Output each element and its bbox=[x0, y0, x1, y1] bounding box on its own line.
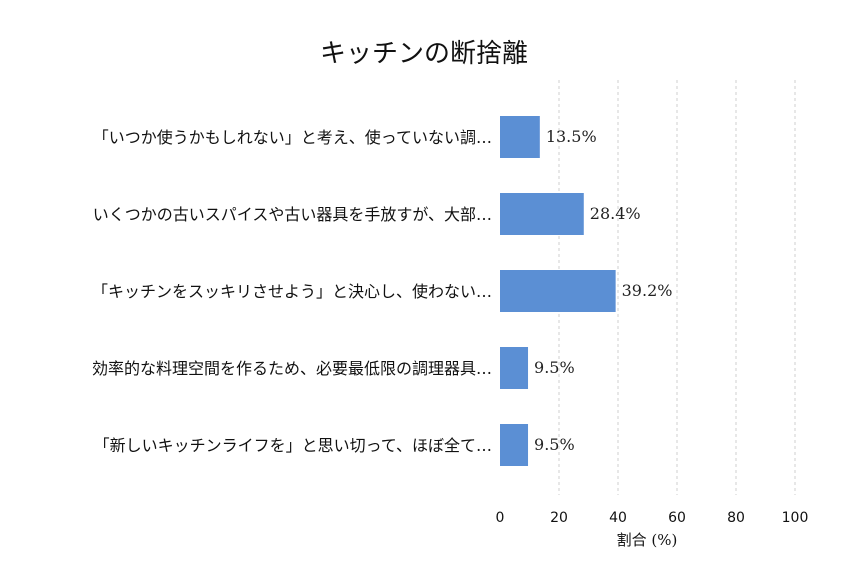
x-axis-title: 割合 (%) bbox=[617, 531, 678, 549]
bar-value-label: 28.4% bbox=[590, 204, 641, 223]
bar-value-label: 39.2% bbox=[622, 281, 673, 300]
category-label: 「新しいキッチンライフを」と思い切って、ほぼ全て… bbox=[94, 436, 492, 455]
x-tick-label: 40 bbox=[609, 510, 627, 526]
bar bbox=[500, 347, 529, 389]
bar-value-label: 9.5% bbox=[534, 358, 575, 377]
bar bbox=[500, 116, 540, 158]
x-tick-label: 80 bbox=[727, 510, 745, 526]
bar bbox=[500, 193, 584, 235]
x-tick-label: 0 bbox=[496, 510, 505, 526]
x-axis-ticks: 0 20 40 60 80 100 bbox=[496, 510, 809, 526]
x-tick-label: 20 bbox=[550, 510, 568, 526]
chart-title: キッチンの断捨離 bbox=[320, 39, 528, 69]
bar-value-label: 13.5% bbox=[546, 127, 597, 146]
x-tick-label: 100 bbox=[782, 510, 809, 526]
bars: 13.5% 28.4% 39.2% 9.5% 9.5% bbox=[500, 116, 672, 466]
category-label: いくつかの古いスパイスや古い器具を手放すが、大部… bbox=[93, 205, 492, 224]
category-label: 「キッチンをスッキリさせよう」と決心し、使わない… bbox=[92, 282, 492, 301]
bar bbox=[500, 270, 616, 312]
bar-value-label: 9.5% bbox=[534, 435, 575, 454]
category-labels: 「いつか使うかもしれない」と考え、使っていない調… いくつかの古いスパイスや古い器… bbox=[92, 128, 492, 455]
category-label: 効率的な料理空間を作るため、必要最低限の調理器具… bbox=[92, 359, 492, 378]
bar bbox=[500, 424, 529, 466]
category-label: 「いつか使うかもしれない」と考え、使っていない調… bbox=[93, 128, 492, 147]
x-tick-label: 60 bbox=[668, 510, 686, 526]
